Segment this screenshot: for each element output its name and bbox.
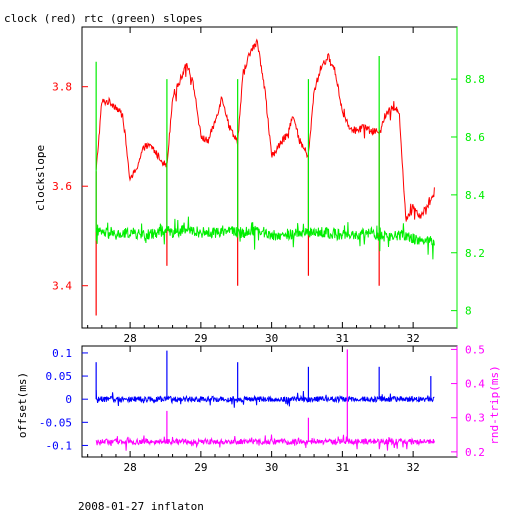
- y-tick-label-right: 0.4: [465, 378, 485, 391]
- slope-y-axis-label: clockslope: [34, 145, 47, 211]
- y-tick-label-left: 0.05: [46, 370, 73, 383]
- offset-y-axis-label: offset(ms): [16, 372, 29, 438]
- y-tick-label-left: -0.1: [46, 439, 73, 452]
- y-tick-label-left: 3.6: [52, 180, 72, 193]
- y-tick-label-right: 0.2: [465, 446, 485, 459]
- x-tick-label: 31: [336, 332, 349, 345]
- slope-panel: clock (red) rtc (green) slopes 28 29 30 31 3…: [4, 12, 485, 345]
- x-tick-label: 28: [123, 461, 136, 474]
- y-tick-label-right: 8.6: [465, 131, 485, 144]
- y-tick-label-right: 8.4: [465, 189, 485, 202]
- slope-series: [95, 38, 435, 316]
- y-tick-label-left: 3.8: [52, 81, 72, 94]
- x-tick-label: 28: [123, 332, 136, 345]
- rnd-trip-series-line: [95, 434, 435, 451]
- y-tick-label-right: 0.5: [465, 343, 485, 356]
- y-tick-label-right: 0.3: [465, 412, 485, 425]
- footer-caption: 2008-01-27 inflaton: [78, 500, 204, 512]
- y-tick-label-right: 8.8: [465, 73, 485, 86]
- y-tick-label-left: 3.4: [52, 280, 72, 293]
- y-tick-label-right: 8.2: [465, 247, 485, 260]
- y-tick-label-left: 0: [65, 393, 72, 406]
- offset-series-line: [95, 389, 435, 408]
- y-tick-label-left: 0.1: [52, 347, 72, 360]
- chart-title: clock (red) rtc (green) slopes: [4, 12, 203, 25]
- x-tick-label: 31: [336, 461, 349, 474]
- x-tick-label: 29: [194, 461, 207, 474]
- y-tick-label-left: -0.05: [39, 416, 72, 429]
- x-tick-label: 32: [407, 461, 420, 474]
- offset-axis-ticks: 28 29 30 31 32 -0.1 -0.05 0 0.05 0.1 0.2 0.3 0.4 0.5: [39, 343, 485, 474]
- slope-axis-ticks: 28 29 30 31 32 3.4 3.6 3.8 8 8.2 8.4 8.6 8.8: [52, 27, 485, 345]
- offset-panel: 28 29 30 31 32-0.1-0.0500.050.10.20.30.40.5 …: [16, 343, 501, 474]
- x-tick-label: 32: [407, 332, 420, 345]
- roundtrip-y-axis-label: rnd-trip(ms): [488, 365, 501, 444]
- x-tick-label: 30: [265, 332, 278, 345]
- slope-plot-frame: [81, 26, 458, 329]
- clock-series-line: [95, 38, 435, 222]
- y-tick-label-right: 8: [465, 305, 472, 318]
- rtc-series-line: [95, 216, 435, 260]
- x-tick-label: 29: [194, 332, 207, 345]
- offset-series: [95, 349, 435, 451]
- x-tick-label: 30: [265, 461, 278, 474]
